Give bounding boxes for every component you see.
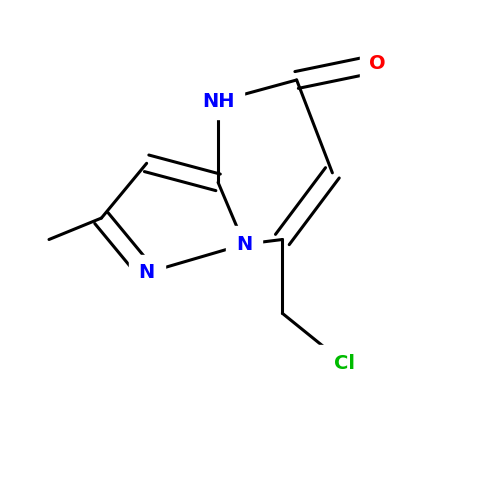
Text: NH: NH	[202, 92, 234, 111]
Text: N: N	[138, 263, 155, 282]
Bar	[318, 345, 370, 381]
Text: N: N	[236, 235, 252, 254]
Text: Cl: Cl	[334, 354, 355, 373]
Bar	[128, 255, 165, 291]
Bar	[360, 45, 396, 81]
Bar	[226, 226, 262, 262]
Text: O: O	[369, 54, 386, 73]
Bar	[192, 83, 244, 119]
